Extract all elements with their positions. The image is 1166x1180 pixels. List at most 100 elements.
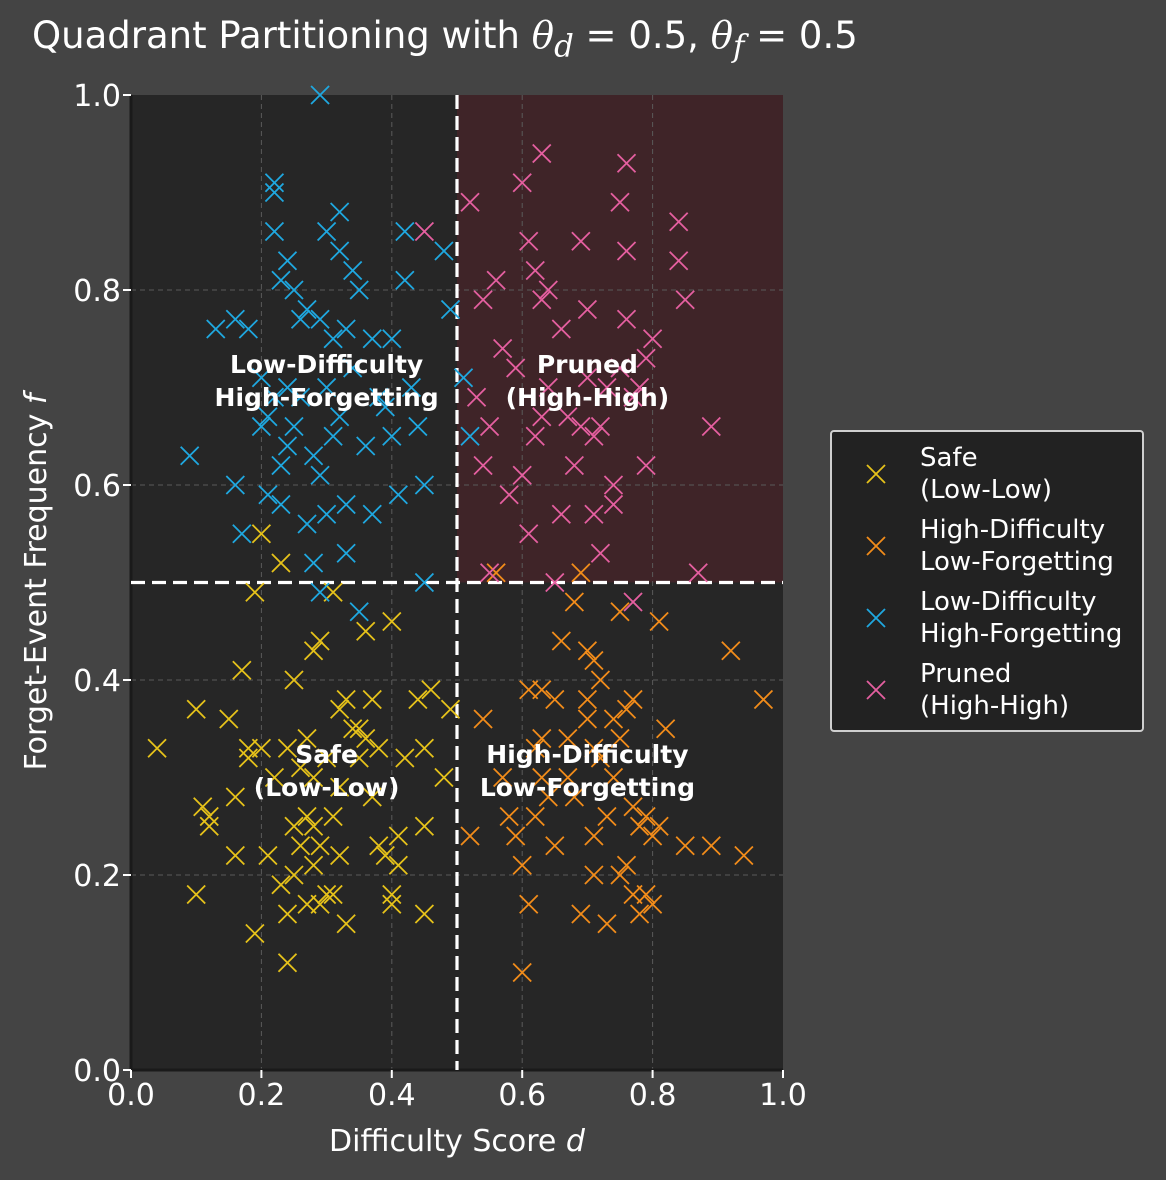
data-point — [303, 767, 324, 788]
data-point — [277, 904, 298, 924]
data-point — [382, 329, 402, 349]
x-marker-icon — [866, 608, 886, 628]
data-point — [401, 377, 421, 398]
data-point — [532, 680, 552, 700]
legend-label: Low-Difficulty High-Forgetting — [920, 587, 1123, 649]
legend-marker — [832, 678, 920, 702]
data-point — [245, 923, 265, 944]
data-point — [564, 455, 584, 476]
data-point — [590, 670, 611, 690]
data-point — [414, 221, 435, 242]
y-tick-label: 0.2 — [73, 859, 121, 894]
data-point — [271, 270, 291, 290]
data-point — [225, 845, 245, 866]
data-point — [603, 475, 624, 495]
data-point — [551, 504, 571, 524]
data-point — [297, 514, 317, 534]
x-tick-label: 0.8 — [629, 1078, 677, 1113]
data-point — [753, 689, 774, 710]
legend-label: High-Difficulty Low-Forgetting — [920, 515, 1114, 577]
data-point — [414, 816, 435, 836]
data-point — [284, 280, 304, 300]
data-point — [225, 475, 245, 495]
data-point — [343, 358, 363, 378]
data-point — [629, 904, 650, 924]
data-point — [303, 446, 324, 466]
data-point — [538, 377, 558, 398]
data-point — [199, 806, 219, 827]
data-point — [616, 855, 637, 875]
data-point — [584, 650, 604, 671]
data-point — [629, 816, 650, 836]
data-point — [636, 455, 656, 476]
data-point — [525, 738, 545, 758]
data-point — [388, 855, 408, 875]
data-point — [610, 358, 630, 378]
legend-marker — [832, 606, 920, 630]
data-point — [277, 436, 298, 456]
data-point — [316, 377, 337, 398]
data-point — [395, 748, 415, 768]
legend-label: Safe (Low-Low) — [920, 443, 1053, 505]
data-point — [310, 309, 330, 329]
x-tick-label: 0.4 — [368, 1078, 416, 1113]
legend-marker — [832, 462, 920, 486]
data-point — [473, 709, 493, 729]
data-point — [636, 348, 656, 368]
data-point — [584, 738, 604, 758]
data-point — [460, 426, 480, 446]
data-point — [388, 485, 408, 505]
data-point — [336, 543, 356, 563]
data-point — [330, 407, 350, 427]
data-point — [519, 894, 539, 914]
data-point — [551, 631, 571, 651]
data-point — [669, 251, 689, 271]
data-point — [603, 494, 624, 515]
quadrant-label-hd_lf: High-Difficulty — [486, 740, 688, 769]
data-point — [251, 416, 272, 437]
data-point — [388, 826, 408, 846]
data-point — [532, 290, 552, 310]
data-point — [525, 260, 545, 281]
data-point — [525, 806, 545, 827]
data-point — [343, 719, 363, 739]
data-point — [486, 563, 506, 583]
data-point — [290, 309, 311, 329]
data-point — [675, 290, 695, 310]
data-point — [506, 826, 526, 846]
data-point — [251, 738, 272, 758]
quadrant-label-pruned: (High-High) — [506, 383, 670, 412]
data-point — [310, 894, 330, 914]
data-point — [284, 670, 304, 690]
data-point — [649, 611, 669, 632]
data-point — [362, 689, 382, 710]
data-point — [610, 865, 630, 885]
data-point — [375, 397, 395, 417]
data-point — [701, 836, 721, 856]
data-point — [297, 728, 317, 749]
legend-item: Safe (Low-Low) — [832, 438, 1142, 510]
data-point — [180, 446, 200, 466]
data-point — [571, 563, 591, 583]
data-point — [701, 416, 721, 437]
data-point — [277, 251, 298, 271]
data-point — [369, 738, 389, 758]
data-point — [571, 231, 591, 251]
data-point — [558, 407, 578, 427]
data-point — [343, 260, 363, 281]
data-point — [362, 329, 382, 349]
data-point — [316, 884, 337, 905]
data-point — [479, 416, 500, 437]
data-point — [453, 368, 474, 388]
quadrant-label-ld_hf: High-Forgetting — [215, 383, 439, 412]
data-point — [440, 299, 461, 320]
series-2 — [180, 85, 480, 622]
data-point — [382, 894, 402, 914]
data-point — [336, 914, 356, 934]
data-point — [545, 689, 565, 710]
data-point — [532, 407, 552, 427]
data-point — [623, 592, 643, 612]
data-point — [264, 221, 285, 242]
data-point — [408, 689, 428, 710]
y-tick-label: 0.6 — [73, 469, 121, 504]
